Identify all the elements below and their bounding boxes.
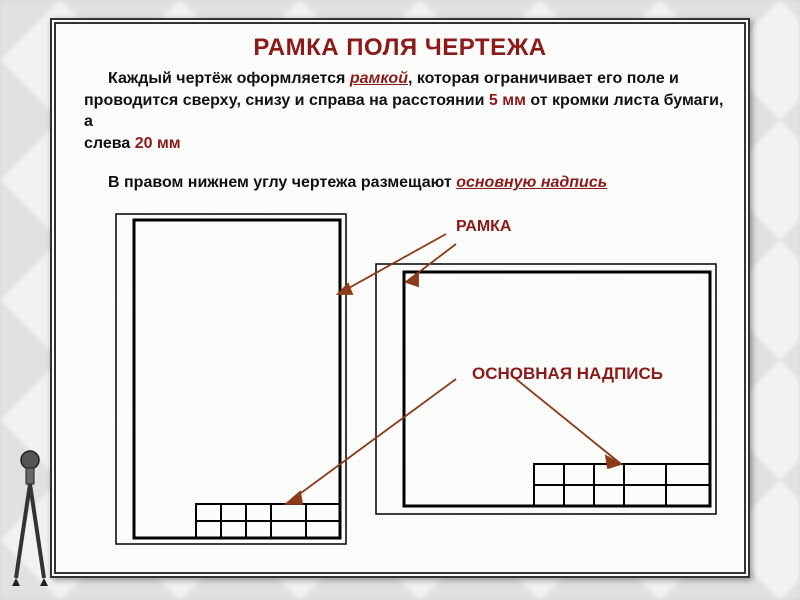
titleblock-landscape bbox=[534, 464, 710, 506]
diagram-area bbox=[56, 204, 744, 572]
p1-line3-prefix: слева bbox=[84, 135, 135, 152]
p1-text1: Каждый чертёж оформляется bbox=[108, 70, 350, 87]
paragraph-2: В правом нижнем углу чертежа размещают о… bbox=[84, 172, 734, 194]
label-osnov: ОСНОВНАЯ НАДПИСЬ bbox=[472, 364, 663, 384]
p1-frame-word: рамкой bbox=[350, 70, 408, 87]
diagram-svg bbox=[56, 204, 744, 572]
slide-frame: РАМКА ПОЛЯ ЧЕРТЕЖА Каждый чертёж оформля… bbox=[50, 18, 750, 578]
paragraph-1: Каждый чертёж оформляется рамкой, котора… bbox=[56, 68, 744, 154]
p2-text1: В правом нижнем углу чертежа размещают bbox=[108, 174, 456, 191]
landscape-inner bbox=[404, 272, 710, 506]
titleblock-portrait bbox=[196, 504, 340, 538]
p2-main-inscription: основную надпись bbox=[456, 174, 607, 191]
p1-dim20: 20 мм bbox=[135, 135, 181, 152]
page-title: РАМКА ПОЛЯ ЧЕРТЕЖА bbox=[56, 24, 744, 68]
p1-dim5: 5 мм bbox=[489, 92, 526, 109]
label-ramka: РАМКА bbox=[456, 218, 516, 236]
portrait-outer bbox=[116, 214, 346, 544]
portrait-inner bbox=[134, 220, 340, 538]
compass-icon bbox=[10, 446, 50, 586]
